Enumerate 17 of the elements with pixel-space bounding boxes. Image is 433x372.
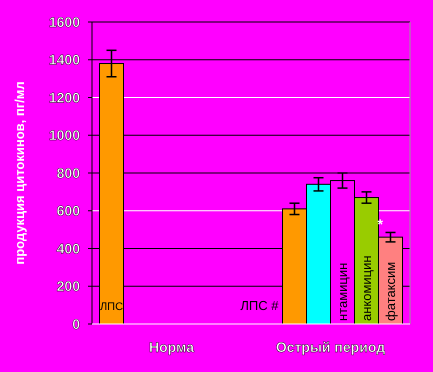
y-axis-title: продукция цитокинов, пг/мл bbox=[12, 81, 27, 265]
y-tick-label: 1600 bbox=[48, 14, 80, 30]
series-label: фатаксим bbox=[383, 262, 398, 321]
y-tick-label: 1200 bbox=[48, 89, 80, 106]
x-tick-label: Норма bbox=[149, 339, 194, 355]
y-tick-label: 200 bbox=[56, 278, 80, 294]
x-tick-label: Острый период bbox=[276, 339, 386, 355]
series-label: анкомицин bbox=[359, 255, 374, 321]
y-tick-label: 0 bbox=[72, 316, 80, 332]
y-tick-label: 400 bbox=[56, 240, 80, 256]
series-label: ЛПС bbox=[100, 301, 124, 313]
y-tick-label: 800 bbox=[56, 164, 80, 181]
series-label: ЛПС # bbox=[240, 298, 280, 313]
y-tick-label: 600 bbox=[56, 202, 80, 219]
y-tick-label: 1000 bbox=[48, 127, 80, 144]
series-label: нтамицин bbox=[335, 262, 350, 321]
y-tick-label: 1400 bbox=[48, 52, 80, 68]
